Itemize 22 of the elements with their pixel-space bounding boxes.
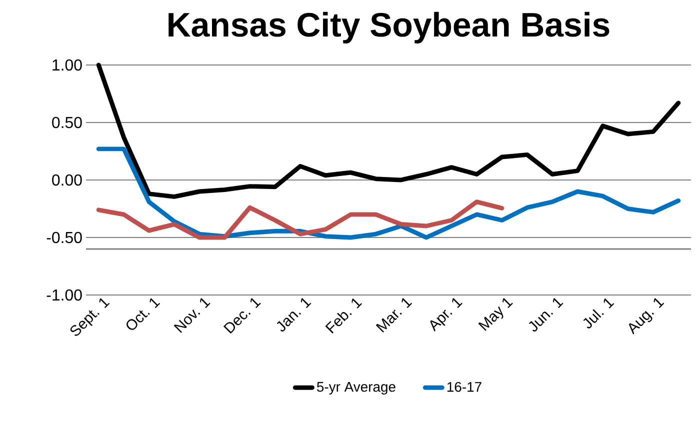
x-tick-label: Jul. 1 xyxy=(583,298,614,328)
x-tick-label: Nov. 1 xyxy=(174,298,210,333)
chart-title: Kansas City Soybean Basis xyxy=(168,12,610,44)
x-tick-label: Apr. 1 xyxy=(430,298,463,332)
x-tick-label: Jun. 1 xyxy=(528,298,564,332)
y-tick-label: 1.00 xyxy=(52,59,82,71)
legend-label: 16-17 xyxy=(447,382,482,392)
y-tick-label: -1.00 xyxy=(46,289,82,301)
x-tick-label: May 1 xyxy=(478,298,513,331)
x-tick-label: Oct. 1 xyxy=(126,298,160,330)
y-tick-label: -0.50 xyxy=(46,232,82,244)
y-tick-label: 0.50 xyxy=(52,116,82,128)
legend-label: 5-yr Average xyxy=(316,382,396,395)
x-tick-label: Mar. 1 xyxy=(376,298,412,332)
x-tick-label: Feb. 1 xyxy=(325,298,362,334)
x-tick-label: Dec. 1 xyxy=(223,298,261,334)
line-series xyxy=(96,62,681,199)
line-series xyxy=(96,200,504,240)
x-tick-label: Jan. 1 xyxy=(276,298,312,332)
line-series xyxy=(96,146,681,240)
x-tick-label: Aug. 1 xyxy=(628,298,664,335)
y-tick-label: 0.00 xyxy=(52,174,82,186)
